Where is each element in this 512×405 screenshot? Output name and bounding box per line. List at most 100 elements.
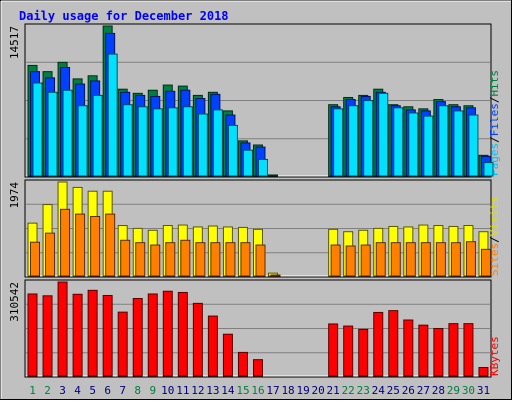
bar-pages-day-3 [62, 89, 73, 177]
day-label-27: 27 [417, 384, 430, 397]
legend-part-visits-sites-2: Visits [488, 197, 501, 237]
day-label-9: 9 [149, 384, 156, 397]
bar-sites-day-25 [390, 242, 401, 277]
legend-label-pages-files-hits: Pages/Files/Hits [488, 70, 501, 176]
bar-sites-day-1 [30, 241, 40, 277]
bar-kbytes-day-24 [373, 311, 384, 377]
bar-pages-day-23 [363, 100, 374, 177]
ymax-label-visits-sites: 1974 [8, 182, 21, 209]
bar-kbytes-day-10 [162, 290, 173, 377]
bar-pages-day-10 [167, 107, 178, 177]
bar-pages-day-24 [378, 92, 389, 177]
bar-pages-day-4 [77, 105, 88, 177]
bar-pages-day-2 [47, 91, 58, 177]
bar-kbytes-day-29 [448, 323, 459, 377]
bar-pages-day-7 [122, 104, 133, 177]
day-label-5: 5 [89, 384, 96, 397]
legend-part-pages-files-hits-3: / [488, 97, 501, 104]
day-label-1: 1 [29, 384, 36, 397]
bar-kbytes-day-21 [328, 323, 339, 377]
bar-sites-day-29 [450, 242, 461, 277]
bar-kbytes-day-15 [237, 351, 248, 377]
bar-pages-day-12 [197, 113, 208, 177]
bar-kbytes-day-30 [463, 323, 474, 377]
bar-kbytes-day-3 [57, 281, 68, 377]
bar-kbytes-day-27 [418, 324, 429, 377]
bar-kbytes-day-14 [222, 333, 233, 377]
bar-sites-day-2 [45, 232, 56, 277]
bar-kbytes-day-13 [207, 315, 218, 377]
day-label-20: 20 [312, 384, 325, 397]
day-label-3: 3 [59, 384, 66, 397]
day-label-28: 28 [432, 384, 445, 397]
bar-sites-day-5 [90, 215, 101, 277]
day-label-10: 10 [161, 384, 174, 397]
bar-kbytes-day-11 [177, 291, 188, 377]
day-label-14: 14 [221, 384, 235, 397]
bar-kbytes-day-31 [478, 367, 489, 377]
day-label-7: 7 [119, 384, 126, 397]
day-label-29: 29 [447, 384, 460, 397]
bar-kbytes-day-9 [147, 293, 158, 377]
bar-kbytes-day-5 [87, 289, 98, 377]
bar-sites-day-23 [360, 244, 371, 277]
bar-pages-day-27 [423, 115, 434, 177]
bar-sites-day-15 [240, 242, 251, 277]
day-label-26: 26 [402, 384, 415, 397]
legend-part-pages-files-hits-1: / [488, 136, 501, 143]
bar-sites-day-12 [195, 242, 206, 277]
bar-kbytes-day-2 [42, 295, 53, 377]
day-label-31: 31 [477, 384, 490, 397]
bar-sites-day-17 [270, 274, 281, 277]
bar-sites-day-14 [225, 242, 236, 277]
bar-kbytes-day-23 [358, 328, 369, 377]
legend-part-visits-sites-1: / [488, 236, 501, 243]
day-label-19: 19 [296, 384, 309, 397]
bar-sites-day-8 [135, 242, 146, 277]
bar-sites-day-3 [60, 208, 71, 277]
bar-pages-day-22 [348, 105, 359, 177]
bar-kbytes-day-7 [117, 311, 128, 377]
bar-sites-day-27 [420, 242, 431, 277]
bar-sites-day-24 [375, 242, 386, 277]
bar-sites-day-16 [255, 244, 266, 277]
bar-pages-day-31 [483, 162, 494, 177]
bar-sites-day-21 [330, 244, 341, 277]
bar-sites-day-4 [75, 213, 86, 277]
bar-kbytes-day-6 [102, 294, 113, 377]
ymax-label-pages-files-hits: 14517 [8, 26, 21, 59]
bar-sites-day-9 [150, 244, 161, 277]
bar-sites-day-28 [435, 242, 446, 277]
day-label-22: 22 [342, 384, 355, 397]
bar-sites-day-7 [120, 239, 131, 277]
bar-pages-day-16 [257, 158, 268, 177]
bar-kbytes-day-4 [72, 293, 83, 377]
day-label-8: 8 [134, 384, 141, 397]
day-label-13: 13 [206, 384, 219, 397]
legend-part-kbytes-0: KBytes [488, 336, 501, 376]
chart-title: Daily usage for December 2018 [19, 9, 229, 23]
bar-pages-day-15 [242, 149, 253, 177]
day-label-2: 2 [44, 384, 51, 397]
ymax-label-kbytes: 310542 [8, 282, 21, 322]
legend-part-pages-files-hits-2: Files [488, 103, 501, 136]
bar-sites-day-11 [180, 239, 191, 277]
day-label-12: 12 [191, 384, 204, 397]
bar-pages-day-11 [182, 106, 193, 177]
day-label-11: 11 [176, 384, 189, 397]
bar-kbytes-day-25 [388, 310, 399, 377]
bar-pages-day-8 [137, 106, 148, 177]
legend-part-pages-files-hits-4: Hits [488, 70, 501, 97]
bar-pages-day-14 [227, 124, 238, 177]
day-label-16: 16 [251, 384, 264, 397]
bar-kbytes-day-22 [343, 325, 354, 377]
bar-sites-day-31 [480, 248, 491, 277]
bar-pages-day-25 [393, 107, 404, 177]
legend-label-visits-sites: Sites/Visits [488, 197, 501, 277]
bar-kbytes-day-8 [132, 298, 143, 377]
bar-pages-day-29 [453, 110, 464, 177]
bar-pages-day-1 [32, 82, 43, 177]
day-label-21: 21 [327, 384, 340, 397]
